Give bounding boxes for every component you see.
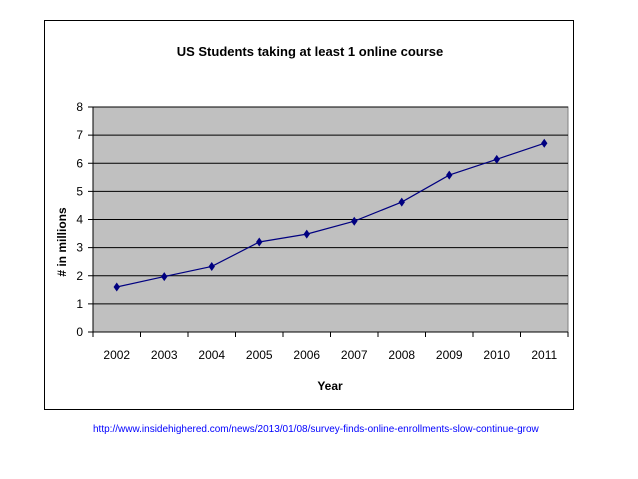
y-tick-label: 4 xyxy=(76,213,83,227)
data-point-marker xyxy=(113,282,120,292)
x-tick-label: 2009 xyxy=(436,348,463,362)
gridlines xyxy=(93,106,568,305)
y-axis-label: # in millions xyxy=(55,207,69,277)
y-tick-label: 5 xyxy=(76,184,83,198)
x-tick-label: 2007 xyxy=(341,348,368,362)
data-point-marker xyxy=(541,138,548,148)
y-axis: 0 1 2 3 4 5 6 7 8 xyxy=(76,100,94,339)
y-tick-label: 3 xyxy=(76,241,83,255)
chart-title: US Students taking at least 1 online cou… xyxy=(177,44,444,59)
x-tick-label: 2003 xyxy=(151,348,178,362)
line-chart: US Students taking at least 1 online cou… xyxy=(55,44,569,393)
data-markers xyxy=(113,138,548,292)
data-point-marker xyxy=(208,261,215,271)
x-tick-label: 2002 xyxy=(103,348,130,362)
data-point-marker xyxy=(303,229,310,239)
y-tick-label: 7 xyxy=(76,128,83,142)
y-tick-label: 2 xyxy=(76,269,83,283)
x-axis: 2002 2003 2004 2005 2006 2007 2008 2009 2010 2011 xyxy=(92,331,569,362)
x-axis-label: Year xyxy=(317,379,343,393)
data-point-marker xyxy=(351,216,358,226)
y-tick-label: 6 xyxy=(76,156,83,170)
x-tick-label: 2008 xyxy=(388,348,415,362)
y-tick-label: 0 xyxy=(76,325,83,339)
source-link[interactable]: http://www.insidehighered.com/news/2013/… xyxy=(93,424,539,435)
x-tick-label: 2004 xyxy=(198,348,225,362)
x-tick-label: 2010 xyxy=(483,348,510,362)
x-tick-label: 2006 xyxy=(293,348,320,362)
data-point-marker xyxy=(398,197,405,207)
y-tick-label: 8 xyxy=(76,100,83,114)
data-point-marker xyxy=(256,237,263,247)
series-line-path xyxy=(116,142,545,288)
data-point-marker xyxy=(446,170,453,180)
x-tick-label: 2011 xyxy=(531,348,557,362)
x-tick-label: 2005 xyxy=(246,348,273,362)
series-line xyxy=(116,142,545,288)
y-tick-label: 1 xyxy=(76,297,83,311)
data-point-marker xyxy=(493,154,500,164)
